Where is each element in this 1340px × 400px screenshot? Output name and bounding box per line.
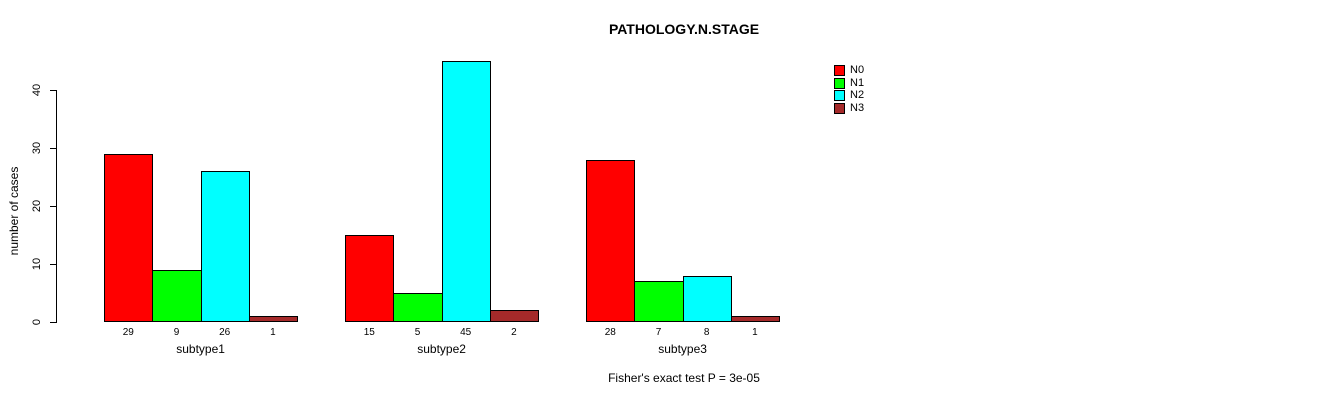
bar-N2-subtype2 — [441, 61, 491, 322]
bar-N3-subtype1 — [248, 316, 298, 322]
legend-label: N3 — [850, 101, 865, 114]
legend-swatch-N2 — [834, 90, 845, 101]
y-axis-tick-label: 40 — [31, 83, 43, 97]
bar-N1-subtype2 — [393, 293, 443, 322]
bar-N1-subtype3 — [634, 281, 684, 322]
bar-N0-subtype3 — [586, 160, 636, 322]
y-axis-tick — [50, 148, 56, 149]
bar-value-label: 15 — [363, 327, 375, 338]
bar-value-label: 1 — [270, 327, 276, 338]
legend-entry-N2: N2 — [834, 90, 864, 101]
y-axis-tick — [50, 322, 56, 323]
bar-value-label: 5 — [414, 327, 421, 338]
category-label-subtype1: subtype1 — [176, 342, 225, 356]
y-axis-tick-label: 30 — [31, 141, 43, 155]
legend-entry-N3: N3 — [834, 101, 865, 114]
bar-value-label: 29 — [122, 327, 134, 338]
bar-value-label: 2 — [511, 327, 517, 338]
bar-N2-subtype3 — [682, 276, 732, 322]
legend-swatch-N3 — [834, 102, 845, 114]
bar-N2-subtype1 — [200, 171, 250, 322]
fisher-test-annotation: Fisher's exact test P = 3e-05 — [608, 371, 760, 385]
y-axis-line — [56, 90, 57, 323]
bar-N3-subtype2 — [489, 310, 539, 322]
bar-N3-subtype3 — [730, 316, 780, 322]
bar-value-label: 8 — [703, 327, 710, 338]
bar-value-label: 28 — [604, 327, 616, 338]
bar-value-label: 7 — [655, 327, 662, 338]
bar-value-label: 1 — [752, 327, 758, 338]
legend-entry-N1: N1 — [834, 76, 865, 89]
y-axis-tick-label: 20 — [31, 199, 43, 213]
bar-N0-subtype1 — [104, 154, 154, 322]
legend-label: N2 — [850, 89, 865, 101]
legend-label: N1 — [850, 76, 865, 89]
y-axis-label: number of cases — [7, 166, 21, 256]
bar-value-label: 26 — [219, 327, 231, 338]
legend: N0 N1 N2 N3 — [834, 65, 864, 114]
y-axis-tick — [50, 264, 56, 265]
y-axis-tick-label: 10 — [31, 257, 43, 271]
category-label-subtype3: subtype3 — [658, 342, 707, 356]
bar-N1-subtype1 — [152, 270, 202, 322]
chart-title: PATHOLOGY.N.STAGE — [608, 21, 760, 37]
y-axis-tick-label: 0 — [31, 318, 43, 326]
legend-entry-N0: N0 — [834, 65, 864, 76]
y-axis-tick — [50, 206, 56, 207]
legend-label: N0 — [850, 64, 865, 76]
bar-N0-subtype2 — [345, 235, 395, 322]
category-label-subtype2: subtype2 — [417, 342, 466, 356]
legend-swatch-N0 — [834, 65, 845, 76]
bar-value-label: 45 — [460, 327, 472, 338]
legend-swatch-N1 — [834, 77, 845, 89]
bar-value-label: 9 — [173, 327, 180, 338]
y-axis-tick — [50, 90, 56, 91]
